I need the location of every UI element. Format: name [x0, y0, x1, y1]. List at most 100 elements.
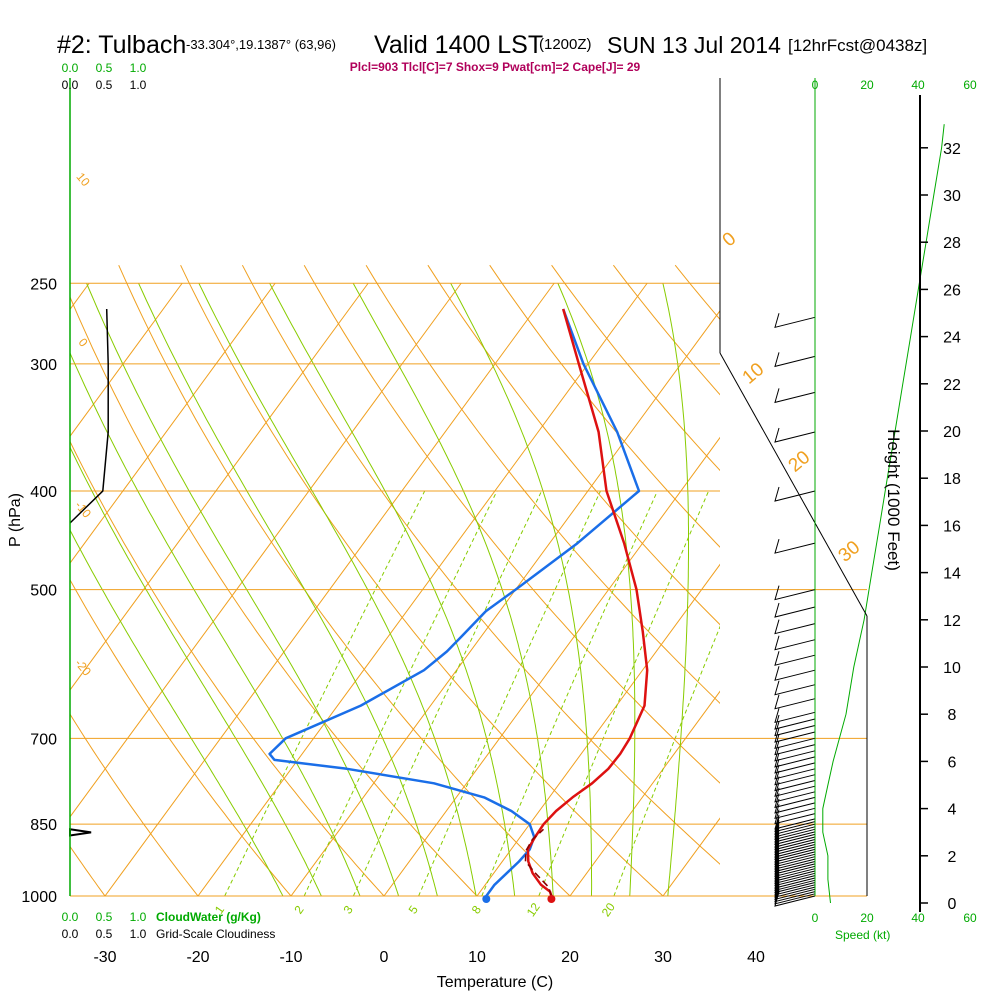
speed-top-tick: 20 [860, 78, 874, 92]
main-grid-clip [0, 264, 720, 917]
temperature-tick-label: 0 [380, 949, 389, 966]
wind-barb [774, 486, 816, 502]
dry-adiabat [303, 264, 720, 784]
height-tick-label: 28 [943, 235, 961, 252]
pressure-tick-label: 300 [30, 357, 57, 374]
wind-barb [774, 714, 816, 730]
temperature-tick-label: 40 [747, 949, 765, 966]
wind-barb [774, 832, 816, 848]
y-axis-title: P (hPa) [7, 493, 24, 547]
wind-barb [774, 814, 816, 830]
wind-barb [774, 820, 816, 835]
wind-speed-profile [822, 124, 945, 904]
wind-barb [774, 864, 816, 880]
dry-adiabat [70, 845, 106, 896]
moist-adiabat [70, 351, 361, 896]
height-tick-label: 0 [948, 896, 957, 913]
mixing-ratio-label: 2 [291, 903, 306, 917]
cloudwater-bottom-tick: 0.0 [62, 910, 79, 924]
wind-barb [774, 708, 816, 723]
wind-barb [774, 782, 816, 797]
cloud-axis-bottom-ticks: 0.0 0.5 1.0 0.0 0.5 1.0 [62, 910, 147, 941]
height-tick-label: 12 [943, 613, 961, 630]
dry-adiabat [70, 295, 478, 896]
isotherm-label: 10 [739, 359, 769, 389]
dry-adiabat-label: -20 [72, 656, 94, 679]
wind-barb [774, 830, 816, 846]
dewpoint-profile [268, 308, 641, 896]
wind-barb [774, 825, 816, 840]
cloudiness-top-tick: 0.0 [62, 78, 79, 92]
cloud-water-spike [69, 828, 92, 837]
pressure-tick-label: 1000 [21, 889, 57, 906]
dry-adiabat [365, 264, 720, 704]
height-tick-label: 2 [948, 849, 957, 866]
wind-barb [774, 619, 816, 635]
moist-adiabat [269, 283, 516, 896]
cloudiness-bottom-tick: 0.0 [62, 927, 79, 941]
height-tick-label: 32 [943, 141, 961, 158]
mixing-ratio-label: 12 [524, 900, 543, 919]
dry-adiabat [118, 264, 571, 896]
cloudwater-top-tick: 0.0 [62, 61, 79, 75]
isotherm-label: 20 [785, 447, 815, 477]
temperature-tick-label: -10 [279, 949, 302, 966]
cloudiness-bottom-tick: 1.0 [130, 927, 147, 941]
plot-skew-edge [719, 352, 868, 617]
wind-barb [774, 758, 816, 774]
mixing-ratio-line [224, 490, 426, 896]
temperature-axis-labels: -30 -20 -10 0 10 20 30 40 [93, 949, 765, 966]
temperature-tick-label: 20 [561, 949, 579, 966]
valid-date: SUN 13 Jul 2014 [607, 32, 781, 58]
speed-axis-title: Speed (kt) [835, 928, 890, 942]
speed-top-tick: 40 [911, 78, 925, 92]
cloudiness-profile [69, 308, 109, 524]
temperature-tick-label: -30 [93, 949, 116, 966]
station-name: #2: Tulbach [57, 31, 186, 59]
wind-barb [774, 764, 816, 780]
wind-barb [774, 666, 816, 681]
moist-adiabat [198, 283, 477, 896]
wind-barb [774, 840, 816, 856]
wind-barb [774, 694, 816, 710]
wind-barb [774, 727, 816, 743]
stability-indices: Plcl=903 Tlcl[C]=7 Shox=9 Pwat[cm]=2 Cap… [350, 60, 641, 74]
cloudiness-label: Grid-Scale Cloudiness [156, 927, 275, 941]
wind-barb [774, 798, 816, 814]
height-tick-label: 20 [943, 424, 961, 441]
dry-adiabat [551, 264, 720, 472]
sounding-profiles [69, 124, 945, 907]
wind-barb [774, 876, 816, 891]
wind-barb [774, 866, 816, 882]
moist-adiabat [352, 283, 554, 896]
height-axis-title: Height (1000 Feet) [884, 429, 903, 571]
moist-adiabat [450, 283, 593, 896]
wind-barb [774, 740, 816, 756]
dry-adiabat [0, 265, 27, 917]
wind-barb [774, 680, 816, 696]
wind-barb [774, 827, 816, 843]
wind-barb [774, 862, 816, 877]
profile-clip [268, 308, 649, 896]
wind-barb [774, 734, 816, 749]
moist-adiabat [70, 529, 284, 896]
wind-barb [774, 313, 816, 328]
speed-top-tick: 60 [963, 78, 977, 92]
surface-temperature-marker [547, 895, 556, 903]
zulu-time: (1200Z) [539, 36, 592, 53]
cloudwater-top-tick: 0.5 [96, 61, 113, 75]
moist-adiabat [70, 446, 322, 896]
wind-barb [774, 787, 816, 803]
wind-barb [774, 388, 816, 404]
speed-top-tick: 0 [812, 78, 819, 92]
wind-barb [774, 842, 816, 858]
forecast-info: [12hrFcst@0438z] [788, 36, 927, 55]
wind-barb [774, 873, 816, 889]
cloudwater-bottom-tick: 0.5 [96, 910, 113, 924]
wind-barb [774, 809, 816, 825]
dry-adiabat [674, 264, 720, 321]
mixing-ratio-label: 3 [341, 903, 356, 917]
temperature-tick-label: -20 [186, 949, 209, 966]
height-tick-label: 24 [943, 330, 961, 347]
temperature-tick-label: 10 [468, 949, 486, 966]
